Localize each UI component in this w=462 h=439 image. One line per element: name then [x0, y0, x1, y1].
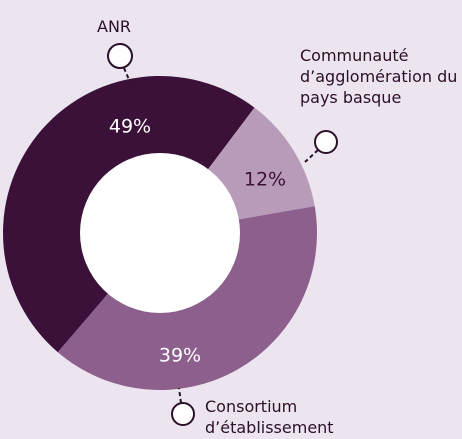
value-label: 39% — [159, 345, 201, 367]
category-label: Consortium d’établissement — [205, 397, 334, 437]
category-label: ANR — [97, 17, 132, 36]
value-label: 49% — [109, 116, 151, 138]
value-label: 12% — [244, 169, 286, 191]
label-connectors — [107, 43, 338, 426]
donut-hole — [80, 153, 240, 313]
category-label: Communauté d’agglomération du pays basqu… — [300, 46, 458, 107]
